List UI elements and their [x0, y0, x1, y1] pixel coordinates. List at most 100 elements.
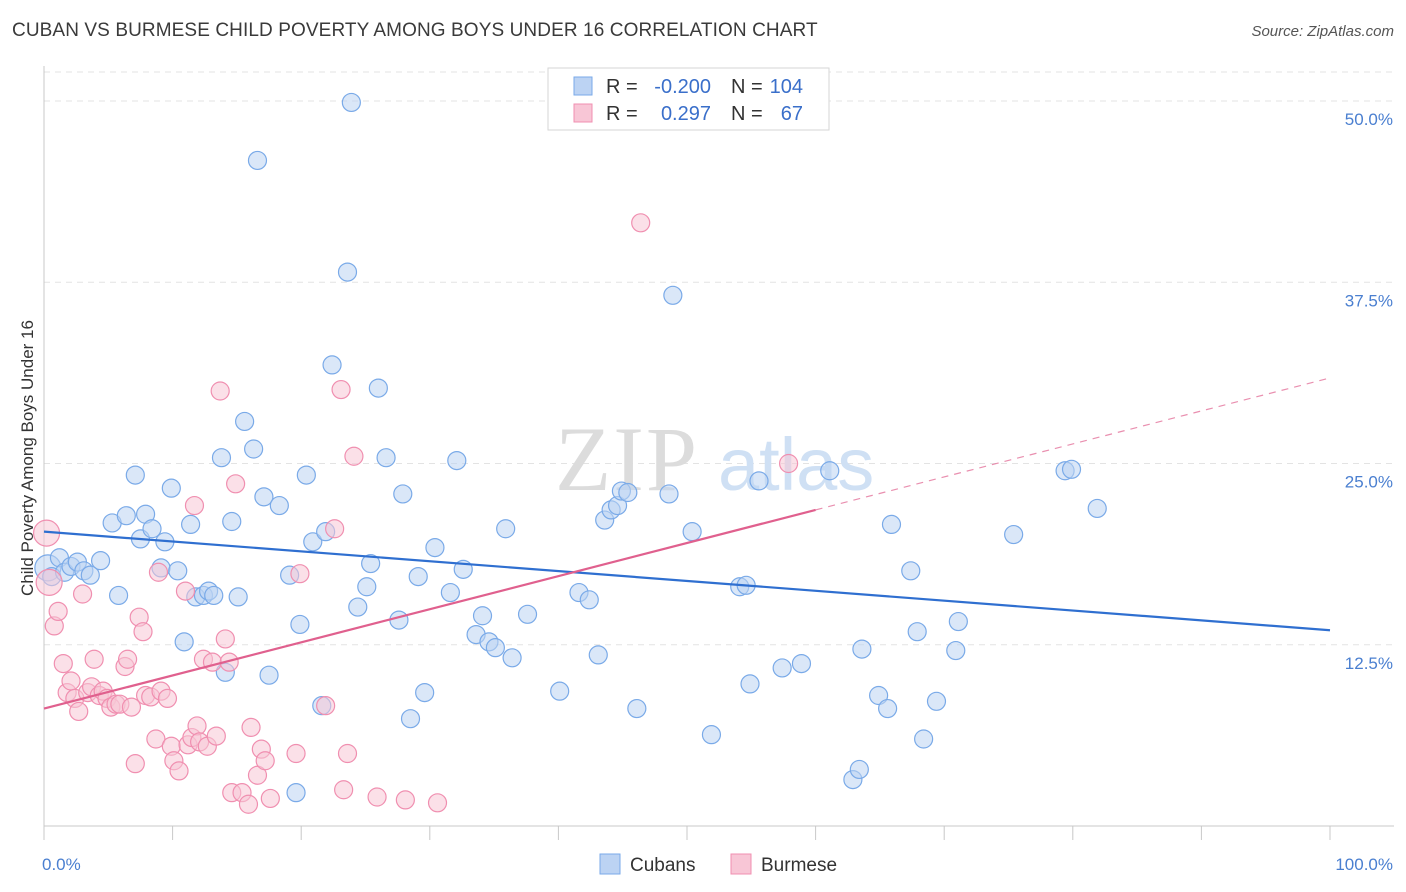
legend-r-cubans: -0.200 — [654, 76, 711, 98]
cuban-point — [663, 285, 683, 305]
x-tick-label: 100.0% — [1335, 855, 1393, 874]
cuban-point — [389, 610, 409, 630]
axes — [43, 66, 1394, 840]
cuban-point — [296, 465, 316, 485]
burmese-point — [215, 629, 235, 649]
cuban-point — [80, 565, 100, 585]
cuban-point — [348, 597, 368, 617]
cuban-point — [820, 461, 840, 481]
cuban-point — [440, 582, 460, 603]
cuban-point — [926, 691, 947, 711]
trend-lines — [43, 377, 1331, 710]
burmese-point — [260, 788, 280, 809]
cuban-point — [181, 514, 201, 535]
burmese-point — [331, 379, 351, 400]
burmese-point — [290, 564, 310, 584]
source-label: Source: ZipAtlas.com — [1251, 23, 1394, 40]
y-tick-label: 50.0% — [1345, 110, 1393, 129]
legend-r-label-cubans: R = — [606, 76, 638, 98]
cuban-point — [588, 645, 608, 665]
burmese-point — [187, 716, 207, 736]
burmese-point — [255, 751, 275, 771]
burmese-point — [344, 446, 364, 466]
cuban-point — [116, 506, 136, 526]
cuban-point — [579, 590, 599, 610]
trend-line-burmese — [43, 508, 816, 710]
cuban-point — [393, 484, 413, 504]
cuban-point — [1061, 459, 1082, 479]
burmese-point — [325, 519, 345, 539]
cuban-point — [222, 511, 242, 532]
series-cubans — [34, 92, 1107, 803]
cuban-point — [772, 658, 792, 678]
cuban-point — [244, 439, 264, 459]
x-tick-labels: 0.0% 100.0% — [42, 855, 1393, 874]
x-tick-label: 0.0% — [42, 855, 81, 874]
cuban-point — [90, 551, 111, 571]
series-burmese — [32, 213, 799, 814]
burmese-point — [286, 743, 306, 764]
y-tick-label: 12.5% — [1345, 654, 1393, 673]
cuban-point — [948, 611, 968, 632]
cuban-point — [174, 632, 194, 652]
burmese-point — [631, 213, 651, 233]
cuban-point — [472, 606, 493, 626]
cuban-point — [618, 482, 638, 503]
legend-swatch-burmese — [573, 103, 593, 123]
burmese-point — [48, 601, 68, 622]
burmese-point — [427, 793, 448, 813]
burmese-point — [84, 649, 104, 669]
cuban-point — [946, 640, 966, 661]
cuban-point — [168, 561, 188, 581]
burmese-point — [146, 729, 166, 749]
legend-n-cubans: 104 — [770, 76, 803, 98]
trend-line-cubans — [43, 530, 1331, 632]
bottom-legend-burmese: Burmese — [761, 855, 837, 876]
cuban-point — [125, 465, 145, 485]
y-tick-labels: 12.5% 25.0% 37.5% 50.0% — [1345, 110, 1393, 673]
cuban-point — [1087, 498, 1107, 519]
cuban-point — [400, 709, 421, 729]
cuban-point — [502, 648, 522, 668]
cuban-point — [361, 553, 381, 574]
cuban-point — [290, 614, 310, 635]
y-tick-label: 37.5% — [1345, 291, 1393, 310]
trend-line-extension-burmese — [815, 377, 1331, 511]
cuban-point — [108, 585, 129, 606]
cuban-point — [447, 451, 467, 471]
cuban-point — [142, 519, 162, 539]
y-axis-label: Child Poverty Among Boys Under 16 — [18, 320, 37, 596]
burmese-point — [184, 495, 205, 516]
cuban-point — [659, 484, 679, 504]
burmese-point — [202, 652, 223, 672]
burmese-point — [367, 787, 387, 807]
burmese-point — [226, 474, 246, 494]
cuban-point — [550, 681, 570, 701]
burmese-point — [337, 743, 358, 764]
bottom-swatch-cubans — [599, 853, 621, 875]
chart-title: CUBAN VS BURMESE CHILD POVERTY AMONG BOY… — [12, 20, 818, 41]
burmese-point — [117, 649, 138, 669]
cuban-point — [228, 587, 248, 607]
burmese-point — [778, 453, 799, 474]
legend-swatch-cubans — [573, 76, 593, 96]
cuban-point — [907, 622, 927, 642]
cuban-point — [303, 532, 323, 552]
cuban-point — [869, 685, 889, 706]
bottom-legend-cubans: Cubans — [630, 855, 696, 876]
legend-r-label-burmese: R = — [606, 103, 638, 125]
burmese-point — [395, 790, 415, 810]
cuban-point — [247, 150, 268, 171]
cuban-point — [878, 698, 898, 719]
burmese-point — [125, 754, 145, 774]
gridlines — [44, 71, 1394, 646]
burmese-point — [61, 671, 81, 691]
burmese-point — [334, 780, 354, 800]
cuban-point — [849, 759, 869, 780]
cuban-point — [627, 698, 647, 719]
burmese-point — [133, 622, 153, 642]
burmese-point — [316, 696, 336, 716]
legend-n-burmese: 67 — [781, 103, 803, 125]
cuban-point — [204, 585, 224, 606]
cuban-point — [254, 487, 274, 507]
